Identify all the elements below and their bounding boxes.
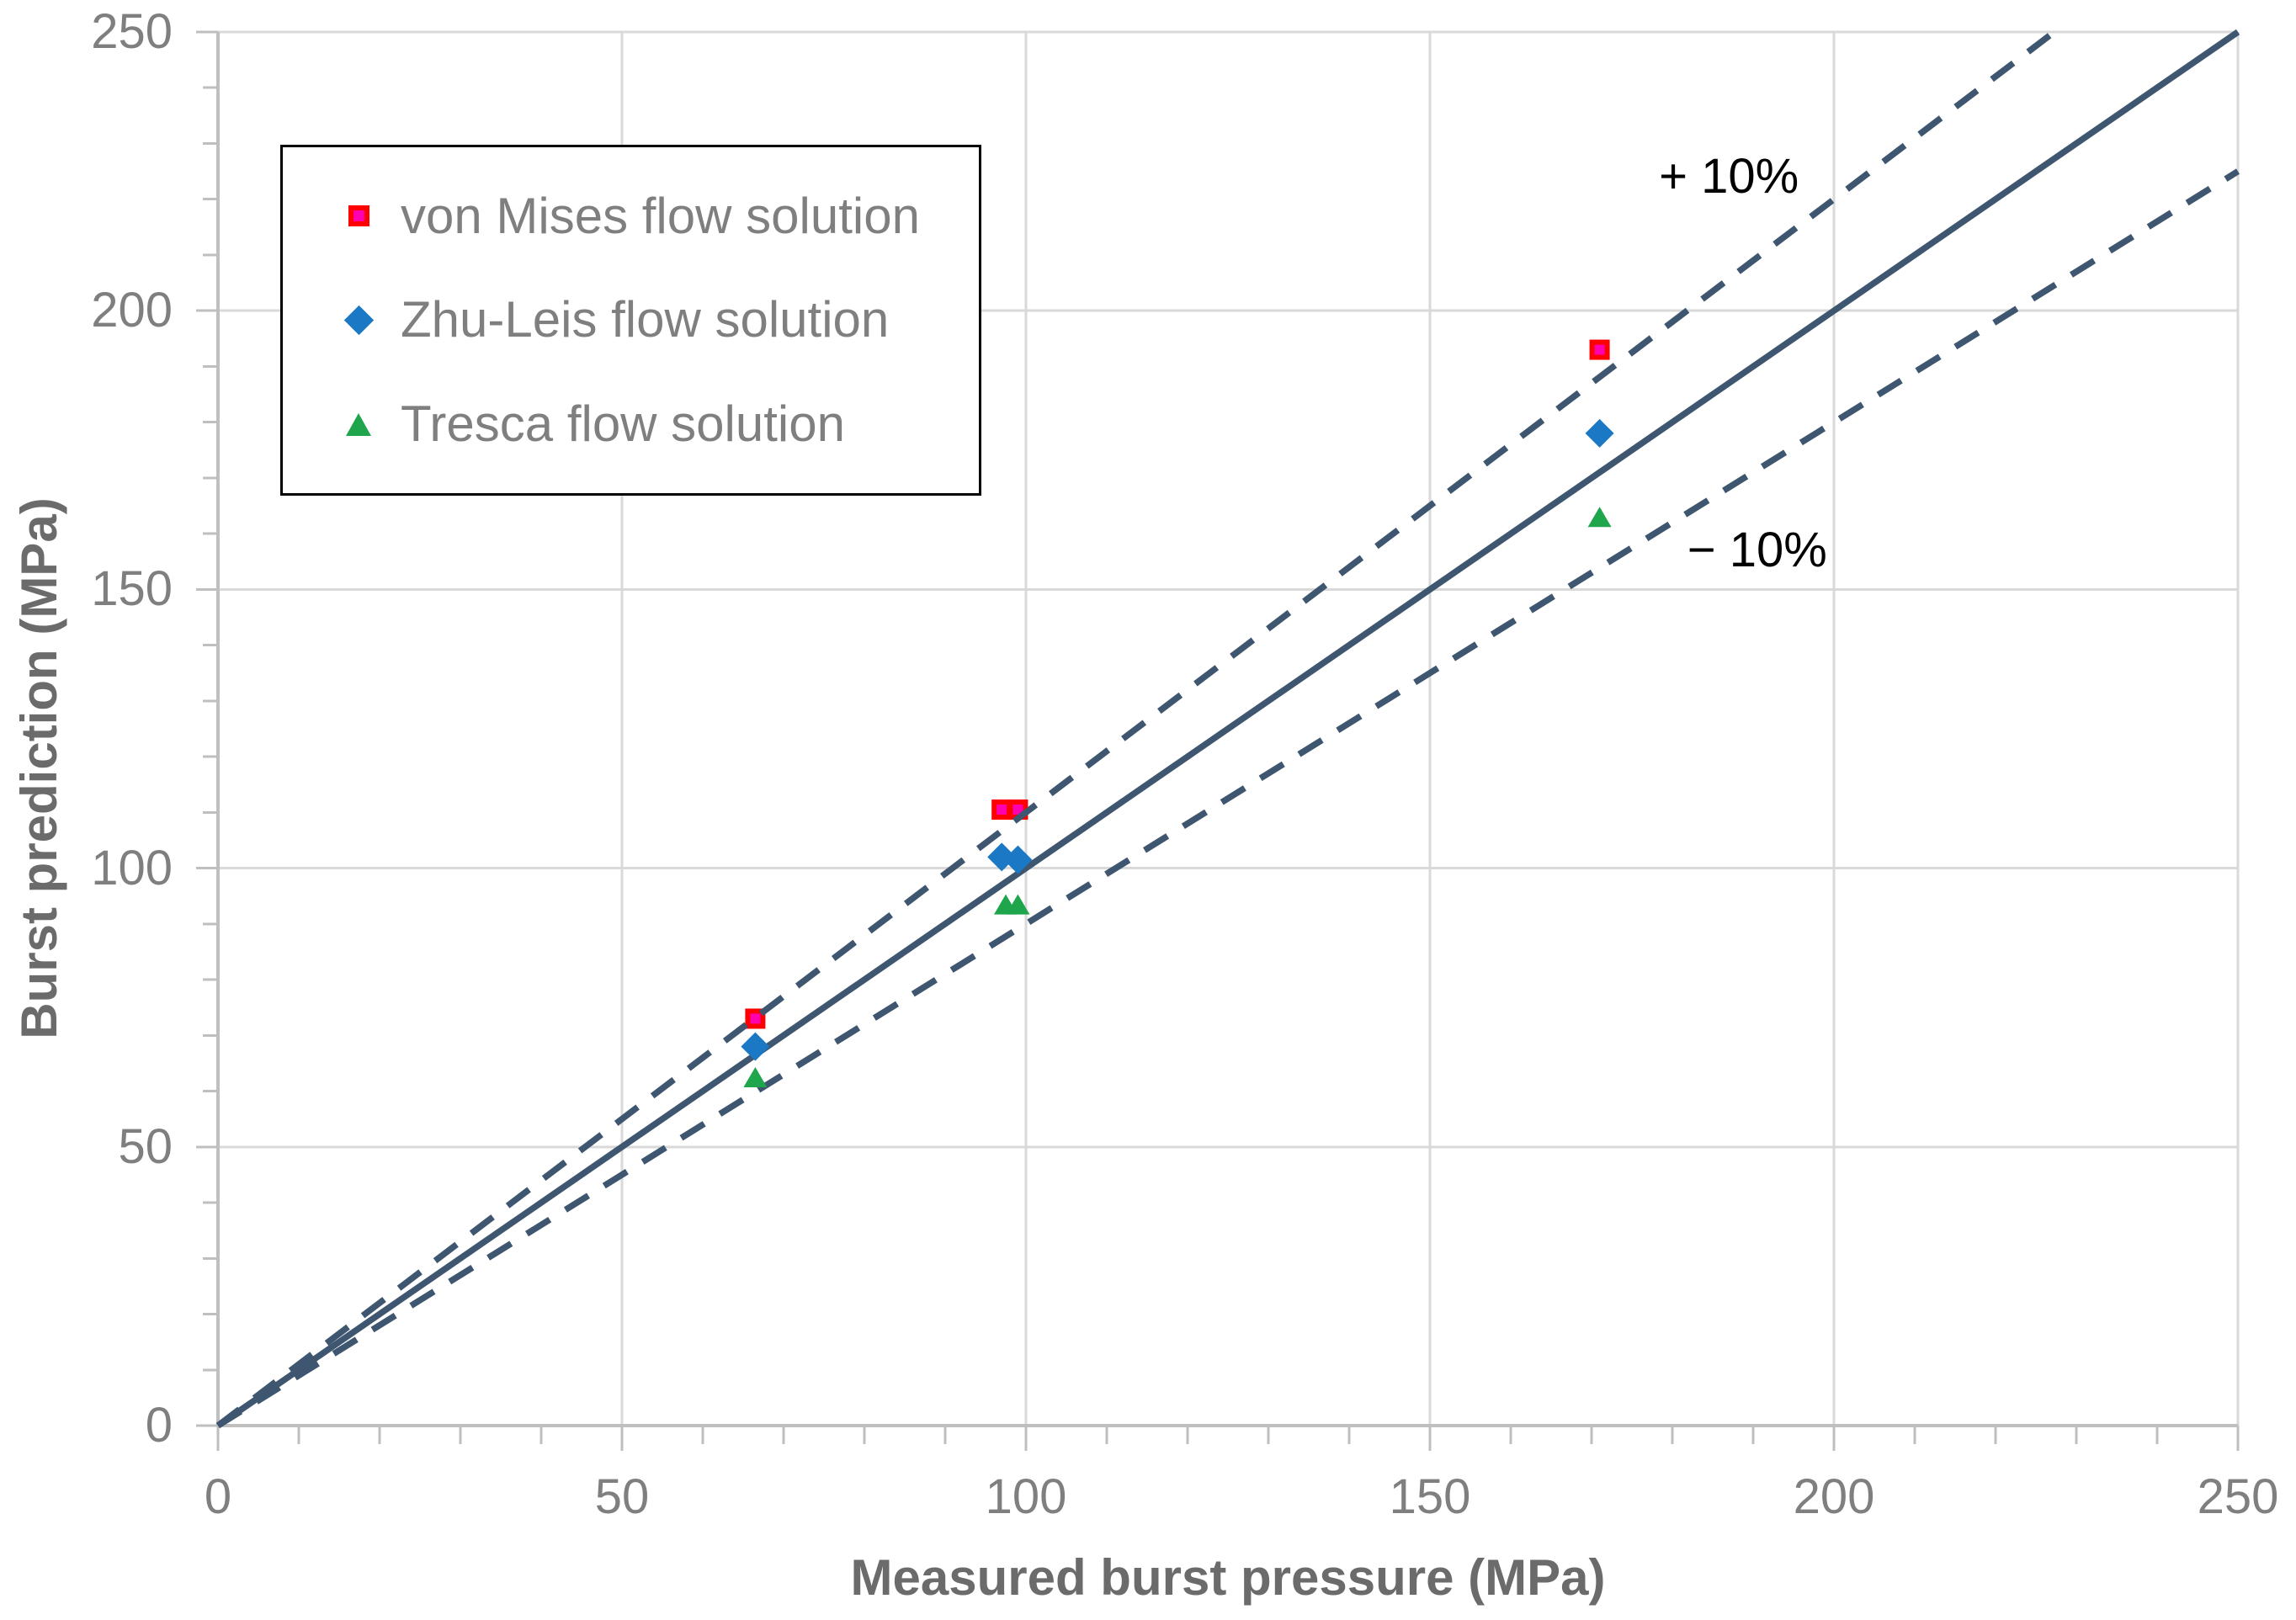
square-marker-icon — [340, 205, 377, 227]
legend-label-von-mises: von Mises flow solution — [401, 187, 920, 244]
x-tick-label: 150 — [1389, 1469, 1471, 1524]
y-tick-label: 250 — [91, 4, 173, 59]
legend: von Mises flow solution Zhu-Leis flow so… — [280, 145, 981, 496]
x-axis-title: Measured burst pressure (MPa) — [850, 1549, 1606, 1606]
annotation-minus-10-percent: − 10% — [1687, 523, 1827, 578]
legend-item-von-mises: von Mises flow solution — [340, 187, 970, 244]
y-tick-label: 0 — [145, 1398, 173, 1453]
series-diamond-markers — [741, 418, 1614, 1061]
y-tick-label: 100 — [91, 840, 173, 895]
axis-lines — [216, 32, 2238, 1427]
series-triangle-markers — [743, 507, 1612, 1087]
annotation-plus-10-percent: + 10% — [1659, 149, 1799, 204]
axis-ticks — [196, 30, 2240, 1451]
x-tick-label: 50 — [594, 1469, 650, 1524]
legend-label-zhu-leis: Zhu-Leis flow solution — [401, 291, 890, 348]
x-tick-label: 250 — [2197, 1469, 2279, 1524]
x-tick-label: 100 — [985, 1469, 1067, 1524]
x-tick-label: 200 — [1793, 1469, 1875, 1524]
legend-label-tresca: Tresca flow solution — [401, 396, 845, 453]
y-tick-label: 200 — [91, 283, 173, 338]
legend-item-tresca: Tresca flow solution — [340, 396, 970, 452]
y-tick-label: 50 — [118, 1118, 173, 1174]
reference-lines — [215, 29, 2240, 1429]
diamond-marker-icon — [340, 305, 377, 336]
gridlines — [218, 30, 2240, 1426]
y-tick-label: 150 — [91, 561, 173, 617]
x-tick-label: 0 — [204, 1469, 232, 1524]
triangle-marker-icon — [340, 412, 377, 436]
legend-item-zhu-leis: Zhu-Leis flow solution — [340, 292, 970, 348]
